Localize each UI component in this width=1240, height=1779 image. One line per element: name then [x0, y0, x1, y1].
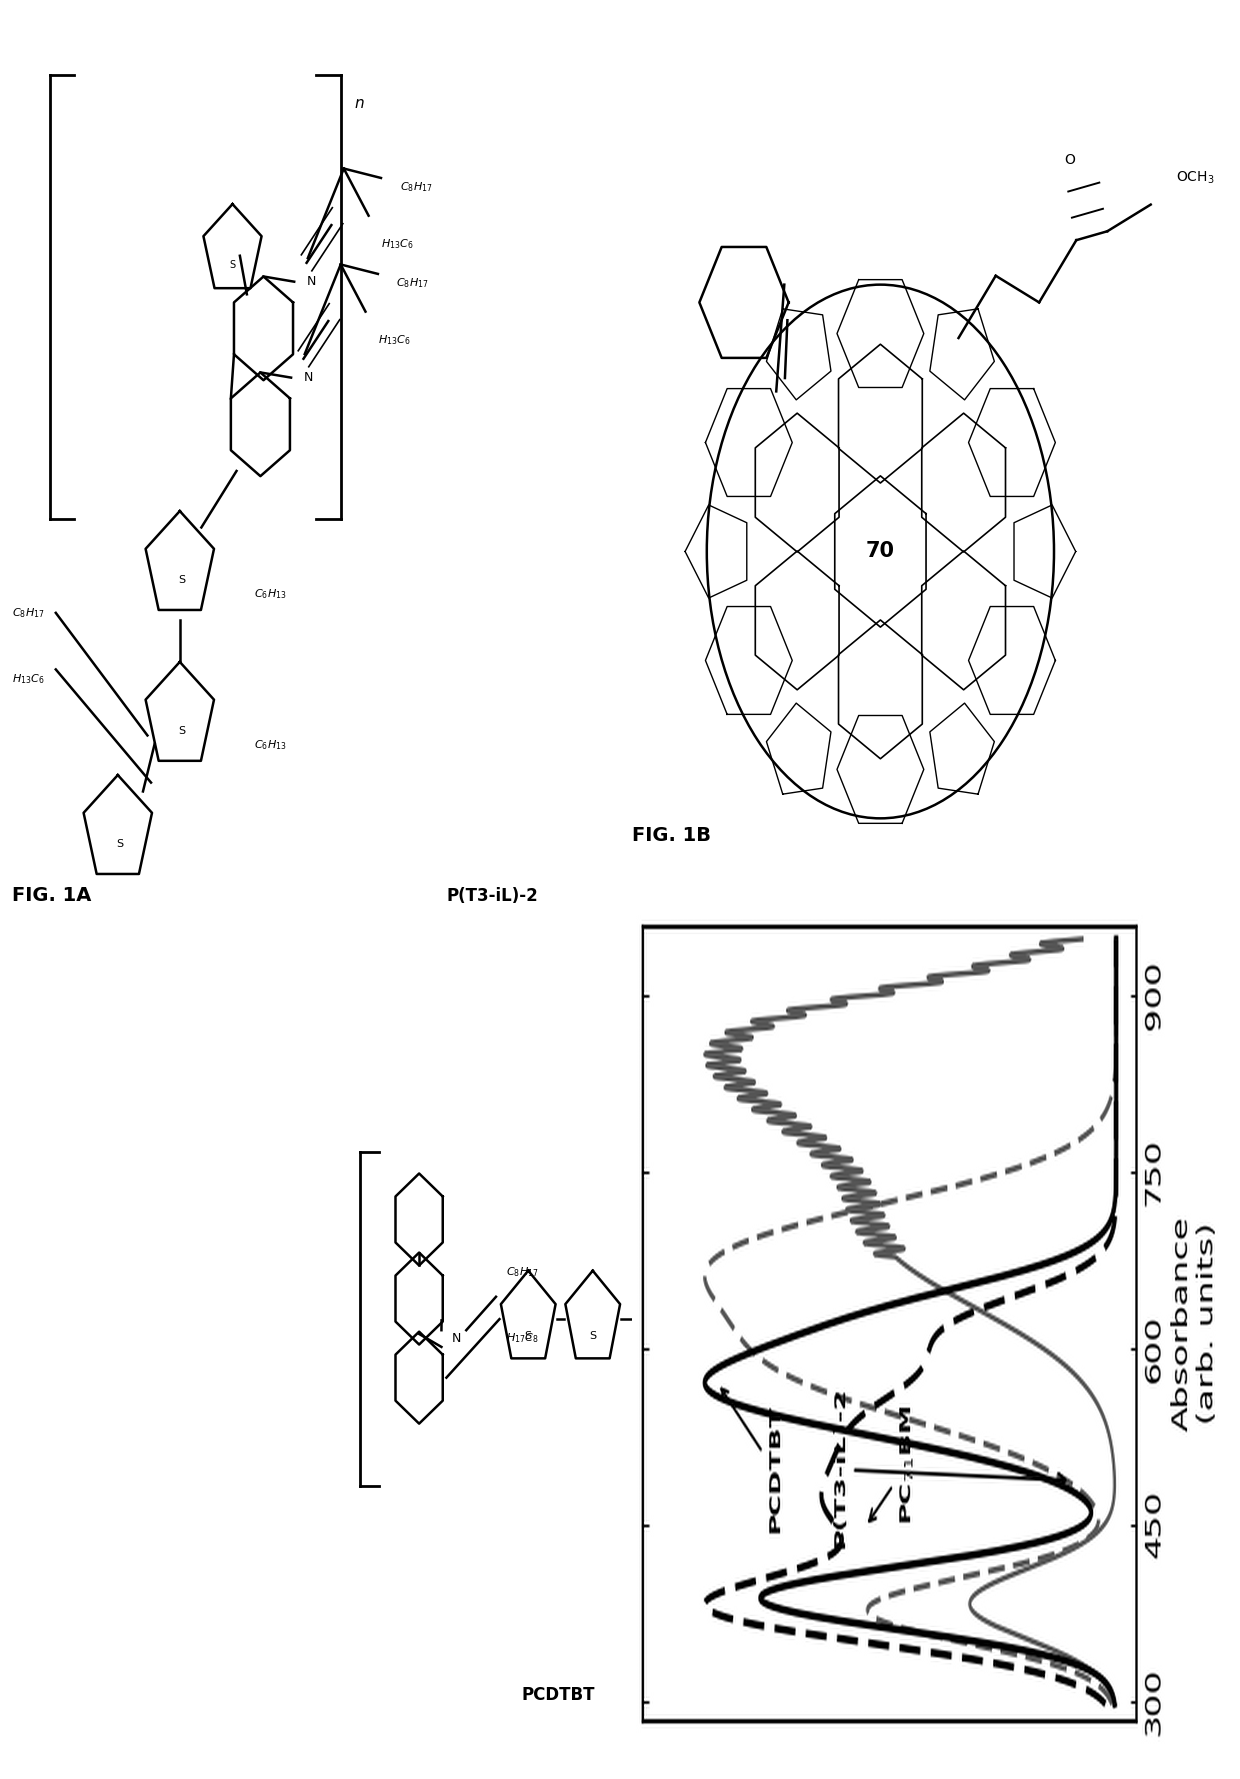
Text: S: S — [673, 1377, 681, 1388]
Text: $C_8H_{17}$: $C_8H_{17}$ — [12, 607, 45, 619]
Text: S: S — [179, 575, 186, 585]
Text: $C_8H_{17}$: $C_8H_{17}$ — [506, 1265, 538, 1279]
Text: $C_6H_{13}$: $C_6H_{13}$ — [254, 738, 286, 753]
Text: N: N — [451, 1332, 461, 1345]
Text: OCH$_3$: OCH$_3$ — [1176, 169, 1214, 187]
Text: PCDTBT: PCDTBT — [521, 1686, 595, 1704]
Text: N: N — [304, 372, 312, 384]
Text: P(T3-iL)-2: P(T3-iL)-2 — [446, 888, 538, 906]
Text: FIG. 1B: FIG. 1B — [632, 825, 712, 845]
Text: FIG. 1A: FIG. 1A — [12, 886, 92, 906]
Text: N: N — [306, 276, 316, 288]
Text: $H_{17}C_8$: $H_{17}C_8$ — [506, 1332, 538, 1345]
Text: $C_8H_{17}$: $C_8H_{17}$ — [397, 276, 429, 290]
Text: $C_8H_{17}$: $C_8H_{17}$ — [399, 180, 433, 194]
Text: n: n — [355, 96, 365, 112]
Text: O: O — [1065, 153, 1075, 167]
Text: $H_{13}C_6$: $H_{13}C_6$ — [378, 333, 410, 347]
Text: $H_{13}C_6$: $H_{13}C_6$ — [12, 672, 45, 685]
Text: S: S — [589, 1331, 596, 1341]
Text: N: N — [649, 1292, 657, 1300]
Text: n: n — [766, 1169, 776, 1185]
Text: N: N — [697, 1292, 706, 1300]
Text: S: S — [117, 840, 124, 849]
Text: S: S — [525, 1331, 532, 1341]
Text: S: S — [229, 260, 236, 270]
Text: 70: 70 — [866, 541, 895, 562]
Text: $H_{13}C_6$: $H_{13}C_6$ — [381, 237, 414, 251]
Text: $C_6H_{13}$: $C_6H_{13}$ — [254, 587, 286, 601]
Text: FIG. 1C: FIG. 1C — [632, 961, 711, 980]
Text: S: S — [179, 726, 186, 737]
